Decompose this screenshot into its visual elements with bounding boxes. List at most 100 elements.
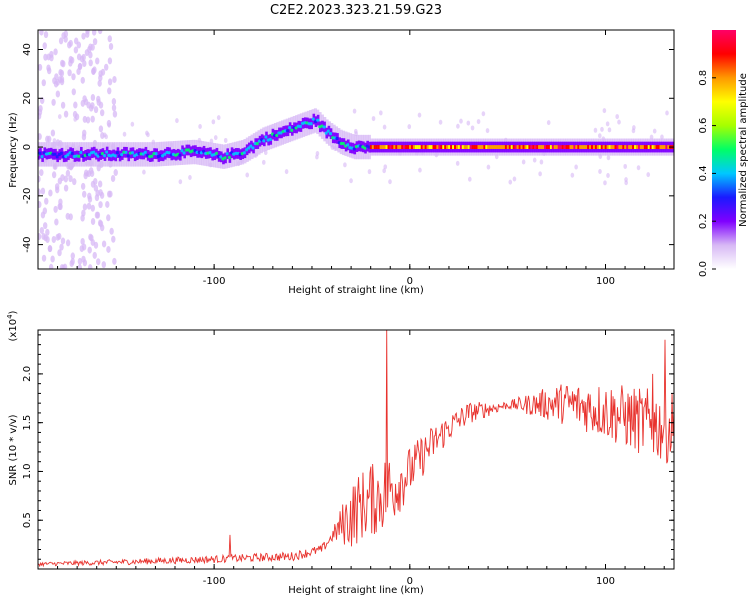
heatmap-speck	[99, 109, 105, 117]
heatmap-blob	[341, 141, 346, 146]
heatmap-speck	[82, 115, 88, 123]
heatmap-speck	[512, 176, 517, 182]
heatmap-cell	[371, 145, 374, 150]
heatmap-blob	[59, 151, 64, 155]
snr-multiplier-base: (x10	[8, 319, 19, 342]
y-tick-label: 40	[22, 43, 33, 56]
heatmap-cell	[369, 145, 372, 150]
heatmap-cell	[432, 145, 435, 150]
heatmap-cell	[483, 145, 486, 150]
heatmap-blob	[79, 150, 83, 154]
heatmap-cell	[405, 145, 408, 150]
heatmap-cell	[616, 145, 619, 150]
heatmap-speck	[60, 174, 65, 182]
heatmap-blob	[143, 150, 148, 154]
heatmap-blob	[290, 128, 294, 132]
heatmap-speck	[107, 87, 112, 95]
heatmap-cell	[379, 145, 382, 150]
heatmap-speck	[51, 98, 56, 106]
heatmap-speck	[73, 116, 77, 122]
heatmap-blob	[66, 153, 70, 157]
heatmap-speck	[86, 101, 91, 109]
heatmap-speck	[46, 67, 52, 75]
heatmap-cell	[373, 145, 376, 150]
heatmap-speck	[53, 48, 58, 56]
heatmap-speck	[93, 241, 99, 249]
heatmap-speck	[49, 50, 54, 58]
heatmap-cell	[395, 145, 398, 150]
heatmap-blob	[346, 143, 350, 147]
y-tick-label: 2.0	[22, 366, 33, 382]
heatmap-speck	[58, 68, 63, 76]
heatmap-speck	[84, 49, 90, 57]
heatmap-cell	[540, 145, 543, 150]
heatmap-cell	[624, 145, 627, 150]
heatmap-cell	[512, 145, 515, 150]
heatmap-cell	[561, 145, 564, 150]
heatmap-speck	[175, 118, 179, 124]
heatmap-cell	[528, 145, 531, 150]
heatmap-speck	[39, 169, 44, 177]
heatmap-cell	[407, 145, 410, 150]
heatmap-cell	[393, 145, 396, 150]
heatmap-blob	[92, 150, 96, 154]
heatmap-speck	[418, 167, 422, 173]
heatmap-speck	[104, 63, 109, 71]
heatmap-blob	[77, 154, 81, 158]
heatmap-cell	[643, 145, 646, 150]
y-tick-label: -40	[22, 236, 33, 252]
heatmap-cell	[389, 145, 392, 150]
heatmap-speck	[107, 78, 113, 86]
heatmap-speck	[538, 171, 542, 177]
heatmap-speck	[98, 220, 104, 228]
heatmap-speck	[48, 263, 54, 269]
heatmap-cell	[426, 145, 429, 150]
heatmap-cell	[618, 145, 621, 150]
heatmap-speck	[77, 257, 83, 265]
heatmap-cell	[665, 145, 668, 150]
heatmap-speck	[82, 203, 88, 211]
heatmap-speck	[40, 211, 46, 219]
heatmap-speck	[57, 249, 62, 257]
heatmap-speck	[80, 214, 85, 222]
heatmap-speck	[602, 108, 607, 114]
heatmap-speck	[598, 169, 602, 175]
heatmap-cell	[594, 145, 597, 150]
heatmap-cell	[557, 145, 560, 150]
heatmap-speck	[63, 110, 69, 118]
heatmap-blob	[268, 137, 273, 141]
heatmap-speck	[106, 214, 111, 222]
heatmap-speck	[97, 180, 103, 188]
heatmap-speck	[98, 125, 104, 133]
heatmap-cell	[489, 145, 492, 150]
heatmap-cell	[514, 145, 517, 150]
heatmap-blob	[242, 151, 247, 155]
heatmap-speck	[55, 90, 61, 98]
heatmap-speck	[51, 171, 57, 179]
heatmap-blob	[102, 153, 107, 158]
heatmap-speck	[38, 233, 42, 241]
heatmap-speck	[42, 42, 47, 50]
heatmap-speck	[47, 245, 53, 253]
heatmap-speck	[371, 116, 376, 122]
heatmap-cell	[481, 145, 484, 150]
heatmap-cell	[649, 145, 652, 150]
heatmap-cell	[530, 145, 533, 150]
heatmap-speck	[598, 133, 602, 139]
heatmap-speck	[261, 159, 266, 165]
heatmap-blob	[180, 149, 185, 153]
heatmap-cell	[420, 145, 423, 150]
heatmap-speck	[107, 57, 113, 65]
heatmap-speck	[90, 204, 95, 212]
heatmap-speck	[223, 137, 228, 143]
heatmap-cell	[636, 145, 639, 150]
snr-multiplier-exp: 4	[6, 314, 14, 319]
heatmap-cell	[551, 145, 554, 150]
heatmap-cell	[520, 145, 523, 150]
heatmap-cell	[450, 145, 453, 150]
heatmap-cell	[385, 145, 388, 150]
heatmap-speck	[60, 101, 66, 109]
heatmap-cell	[436, 145, 439, 150]
heatmap-cell	[491, 145, 494, 150]
heatmap-cell	[508, 145, 511, 150]
